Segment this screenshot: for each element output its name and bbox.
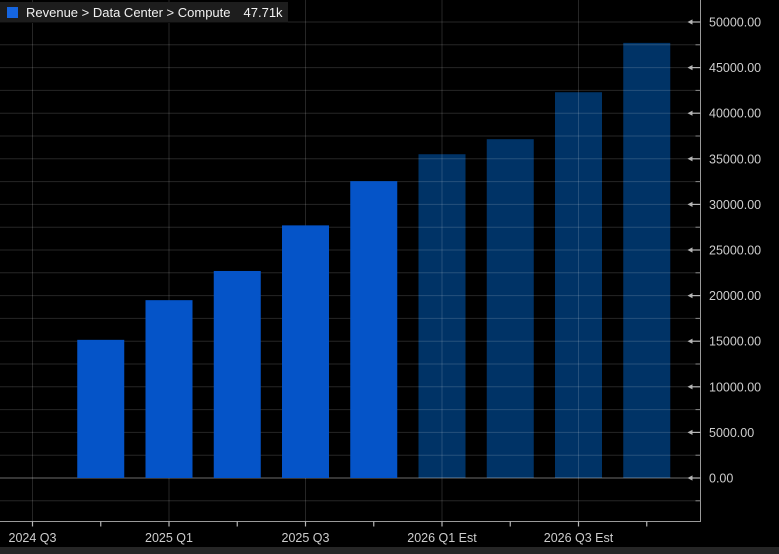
bar-2025-q2[interactable] xyxy=(213,270,261,478)
y-tick-arrow-icon xyxy=(687,293,693,299)
y-tick-arrow-icon xyxy=(687,475,693,481)
series-last-value: 47.71k xyxy=(243,4,283,20)
series-swatch-icon xyxy=(7,6,18,18)
y-axis-label: 40000.00 xyxy=(709,107,761,121)
y-axis-label: 45000.00 xyxy=(709,61,761,75)
x-axis-label: 2024 Q3 xyxy=(9,531,57,545)
series-label: Revenue > Data Center > Compute xyxy=(26,4,231,20)
y-axis-label: 30000.00 xyxy=(709,198,761,212)
bar-2025-q4[interactable] xyxy=(350,181,398,479)
bar-2025-q3[interactable] xyxy=(282,225,329,478)
y-tick-arrow-icon xyxy=(687,19,693,25)
y-axis-label: 10000.00 xyxy=(709,380,761,394)
y-tick-arrow-icon xyxy=(687,156,693,162)
chart-legend[interactable]: Revenue > Data Center > Compute 47.71k xyxy=(0,2,288,23)
y-tick-arrow-icon xyxy=(687,110,693,116)
y-axis-label: 20000.00 xyxy=(709,289,761,303)
bar-2026-q2-est[interactable] xyxy=(486,139,534,478)
bar-2026-q1-est[interactable] xyxy=(418,154,466,479)
y-axis-label: 0.00 xyxy=(709,472,733,486)
y-tick-arrow-icon xyxy=(687,247,693,253)
y-axis-label: 15000.00 xyxy=(709,335,761,349)
y-axis-label: 35000.00 xyxy=(709,152,761,166)
bar-2024-q4[interactable] xyxy=(77,339,125,478)
y-tick-arrow-icon xyxy=(687,384,693,390)
bottom-strip xyxy=(0,547,779,554)
bar-2026-q3-est[interactable] xyxy=(555,92,602,478)
x-axis-label: 2025 Q3 xyxy=(282,531,330,545)
y-tick-arrow-icon xyxy=(687,338,693,344)
x-axis-label: 2025 Q1 xyxy=(145,531,193,545)
y-tick-arrow-icon xyxy=(687,65,693,71)
bar-2026-q4-est[interactable] xyxy=(623,42,671,479)
x-axis-label: 2026 Q1 Est xyxy=(407,531,477,545)
y-axis-label: 25000.00 xyxy=(709,244,761,258)
y-axis-label: 5000.00 xyxy=(709,426,754,440)
y-axis-label: 50000.00 xyxy=(709,16,761,30)
y-tick-arrow-icon xyxy=(687,429,693,435)
y-tick-arrow-icon xyxy=(687,201,693,207)
bar-2025-q1[interactable] xyxy=(145,300,193,478)
x-axis-label: 2026 Q3 Est xyxy=(544,531,614,545)
